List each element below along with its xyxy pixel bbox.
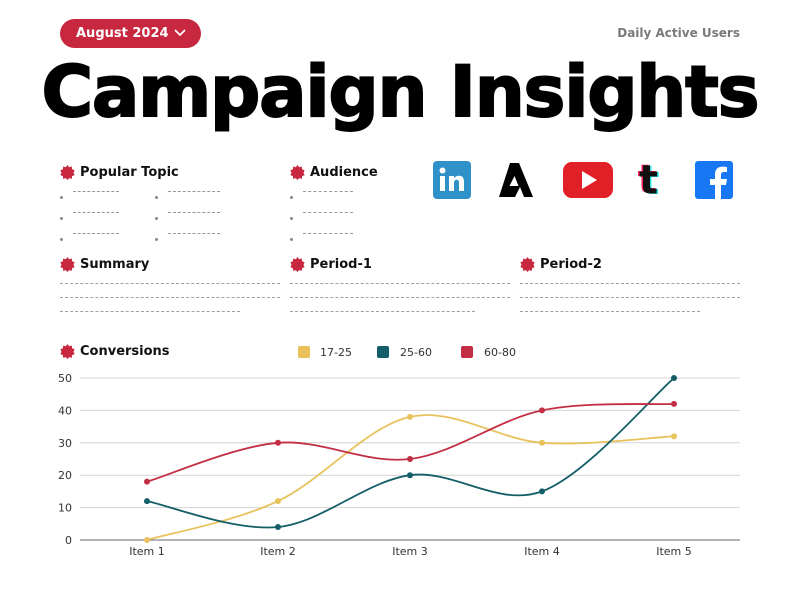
list-item	[155, 233, 220, 248]
list-item	[290, 212, 353, 227]
linkedin-icon[interactable]	[432, 160, 472, 200]
month-dropdown-label: August 2024	[76, 26, 169, 41]
x-tick-label: Item 4	[524, 545, 560, 558]
data-point-17-25	[539, 439, 545, 446]
y-tick-label: 30	[58, 437, 72, 450]
x-tick-label: Item 3	[392, 545, 428, 558]
legend-label-60-80: 60-80	[484, 346, 516, 359]
data-point-17-25	[671, 433, 677, 440]
badge-icon	[60, 165, 75, 180]
tumblr-icon[interactable]: t t t	[634, 160, 664, 200]
list-item	[290, 191, 353, 206]
legend-label-17-25: 17-25	[320, 346, 352, 359]
data-point-17-25	[275, 498, 281, 505]
popular-topic-label: Popular Topic	[80, 165, 179, 180]
summary-heading: Summary	[60, 257, 149, 272]
x-tick-label: Item 5	[656, 545, 692, 558]
page-title: Campaign Insights	[41, 51, 761, 133]
adobe-express-icon[interactable]	[496, 160, 536, 200]
list-item	[155, 191, 220, 206]
popular-topic-list-2	[155, 185, 220, 248]
popular-topic-list-1	[60, 185, 119, 248]
data-point-17-25	[144, 537, 150, 543]
period-2-label: Period-2	[540, 257, 602, 272]
chevron-down-icon	[174, 29, 186, 37]
period-1-label: Period-1	[310, 257, 372, 272]
x-tick-label: Item 2	[260, 545, 296, 558]
audience-label: Audience	[310, 165, 378, 180]
conversions-label: Conversions	[80, 344, 170, 359]
data-point-60-80	[407, 456, 413, 462]
data-point-25-60	[407, 472, 413, 479]
svg-text:t: t	[639, 160, 658, 200]
month-dropdown[interactable]: August 2024	[60, 19, 201, 48]
data-point-25-60	[671, 375, 677, 381]
conversions-heading: Conversions	[60, 344, 170, 359]
data-point-60-80	[671, 400, 677, 407]
svg-text:t: t	[640, 160, 659, 200]
data-point-60-80	[539, 407, 545, 414]
summary-label: Summary	[80, 257, 150, 272]
list-item	[60, 212, 119, 227]
period-2-heading: Period-2	[520, 257, 602, 272]
metric-label: Daily Active Users	[617, 26, 740, 40]
list-item	[60, 191, 119, 206]
list-item	[290, 233, 353, 248]
period-1-heading: Period-1	[290, 257, 372, 272]
list-item	[155, 212, 220, 227]
data-point-25-60	[144, 498, 150, 505]
y-tick-label: 40	[58, 404, 72, 417]
popular-topic-heading: Popular Topic	[60, 165, 179, 180]
period-1-lines	[290, 283, 510, 325]
data-point-25-60	[275, 524, 281, 531]
badge-icon	[290, 257, 305, 272]
data-point-25-60	[539, 488, 545, 495]
data-point-60-80	[275, 439, 281, 446]
badge-icon	[520, 257, 535, 272]
x-tick-label: Item 1	[129, 545, 165, 558]
y-tick-label: 20	[58, 469, 72, 482]
youtube-icon[interactable]	[562, 160, 614, 200]
legend-label-25-60: 25-60	[400, 346, 432, 359]
legend-swatch-17-25	[298, 346, 310, 358]
audience-heading: Audience	[290, 165, 378, 180]
summary-lines	[60, 283, 280, 325]
legend-swatch-60-80	[461, 346, 473, 358]
y-tick-label: 50	[58, 372, 72, 385]
conversions-line-chart: 0 10 20 30 40 50 Item 1 Item 2 Item 3 Item 4 Item …	[58, 372, 740, 558]
series-line-25-60	[146, 377, 675, 529]
facebook-icon[interactable]	[694, 160, 734, 200]
badge-icon	[60, 257, 75, 272]
badge-icon	[290, 165, 305, 180]
period-2-lines	[520, 283, 740, 325]
svg-text:t: t	[637, 160, 656, 200]
audience-list	[290, 185, 353, 248]
list-item	[60, 233, 119, 248]
data-point-60-80	[144, 478, 150, 485]
badge-icon	[60, 344, 75, 359]
data-point-17-25	[407, 413, 413, 420]
y-tick-label: 10	[58, 502, 72, 515]
y-tick-label: 0	[65, 534, 72, 547]
legend-swatch-25-60	[377, 346, 389, 358]
